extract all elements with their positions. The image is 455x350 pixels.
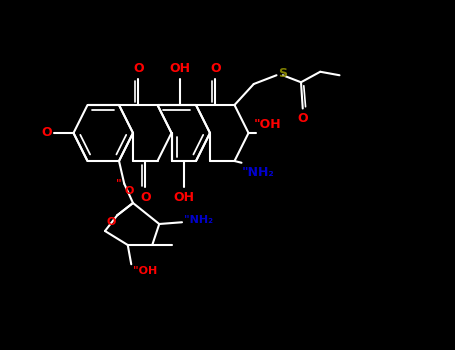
Text: O: O — [140, 191, 151, 204]
Text: O: O — [42, 126, 52, 140]
Text: "OH: "OH — [133, 266, 157, 276]
Text: O: O — [125, 186, 134, 196]
Text: "OH: "OH — [254, 118, 281, 131]
Text: OH: OH — [173, 191, 194, 204]
Text: ": " — [116, 178, 121, 188]
Text: O: O — [106, 217, 116, 227]
Text: OH: OH — [170, 62, 191, 75]
Text: S: S — [278, 67, 287, 80]
Text: O: O — [133, 62, 144, 75]
Text: O: O — [298, 112, 308, 125]
Text: "NH₂: "NH₂ — [184, 216, 213, 225]
Text: "NH₂: "NH₂ — [242, 166, 274, 179]
Text: O: O — [210, 62, 221, 75]
